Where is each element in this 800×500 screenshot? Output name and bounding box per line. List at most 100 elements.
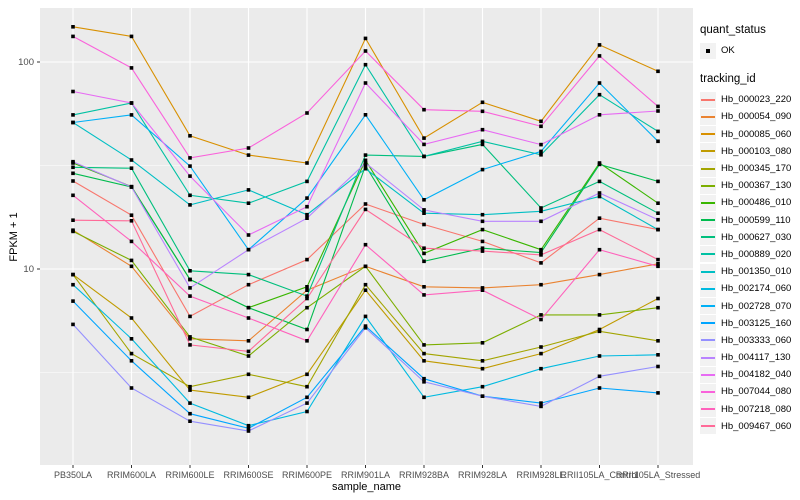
data-point	[129, 101, 134, 105]
data-point	[305, 161, 309, 165]
legend-entry-Hb_001350_010: Hb_001350_010	[700, 263, 800, 280]
data-point	[363, 158, 368, 163]
legend-line-swatch	[701, 184, 715, 187]
x-tick-label: RRIM928BA	[399, 470, 449, 480]
legend-key-box	[700, 229, 716, 246]
data-point	[188, 174, 192, 178]
data-point	[71, 89, 75, 94]
x-tick-label: RRIM600LE	[165, 470, 214, 480]
data-point	[188, 337, 192, 341]
x-tick-label: RRIM600LA	[107, 470, 156, 480]
legend-line-swatch	[701, 133, 715, 136]
legend-line-swatch	[701, 408, 715, 411]
data-point	[71, 171, 75, 176]
data-point	[597, 374, 602, 379]
data-point	[597, 191, 602, 195]
data-point	[480, 359, 485, 363]
x-tick-label: RRIM901LA	[341, 470, 390, 480]
legend-key-box	[700, 246, 716, 263]
data-point	[363, 242, 368, 247]
data-point	[422, 251, 426, 256]
legend-entry-label: Hb_000345_170	[721, 163, 792, 175]
legend-key-box	[700, 143, 716, 160]
legend-entry-Hb_002174_060: Hb_002174_060	[700, 280, 800, 297]
legend-key-box	[700, 280, 716, 297]
data-point	[539, 253, 543, 257]
legend-entry-Hb_007044_080: Hb_007044_080	[700, 383, 800, 400]
data-point	[363, 166, 368, 171]
data-point	[129, 219, 134, 223]
data-point	[480, 384, 485, 389]
data-point	[188, 401, 192, 405]
data-point	[480, 249, 485, 253]
legend-entry-label: Hb_000889_020	[721, 248, 792, 260]
data-point	[246, 201, 251, 205]
data-point	[188, 343, 192, 347]
data-point	[422, 154, 426, 159]
data-point	[305, 305, 309, 310]
data-point	[305, 327, 309, 332]
data-point	[597, 54, 602, 58]
legend-entry-Hb_000023_220: Hb_000023_220	[700, 91, 800, 108]
data-point	[656, 296, 660, 301]
data-point	[480, 239, 485, 244]
legend-entry-Hb_007218_080: Hb_007218_080	[700, 401, 800, 418]
point-icon	[706, 48, 710, 53]
data-point	[305, 384, 309, 389]
data-point	[597, 81, 602, 85]
legend-entry-label: Hb_002174_060	[721, 283, 792, 295]
data-point	[363, 202, 368, 206]
data-point	[363, 153, 368, 157]
data-point	[188, 419, 192, 423]
data-point	[305, 401, 309, 405]
data-point	[422, 259, 426, 264]
legend-key-box	[700, 212, 716, 229]
data-point	[656, 109, 660, 113]
data-point	[597, 386, 602, 390]
data-point	[539, 142, 543, 147]
data-point	[129, 34, 134, 39]
data-point	[656, 227, 660, 232]
y-axis-title: FPKM + 1	[8, 212, 20, 262]
data-point	[71, 299, 75, 303]
data-point	[129, 158, 134, 162]
data-point	[246, 247, 251, 252]
data-point	[656, 262, 660, 266]
data-point	[129, 359, 134, 363]
data-point	[597, 272, 602, 277]
data-point	[71, 25, 75, 29]
legend-entry-Hb_004117_130: Hb_004117_130	[700, 349, 800, 366]
legend-entry-Hb_003333_060: Hb_003333_060	[700, 332, 800, 349]
data-point	[71, 322, 75, 327]
data-point	[305, 179, 309, 184]
legend-key-box	[700, 194, 716, 211]
data-point	[656, 353, 660, 357]
legend-entry-Hb_009467_060: Hb_009467_060	[700, 418, 800, 435]
data-point	[480, 341, 485, 345]
data-point	[656, 201, 660, 205]
legend-key-box	[700, 349, 716, 366]
data-point	[422, 380, 426, 384]
data-point	[656, 217, 660, 222]
data-point	[597, 313, 602, 317]
data-point	[422, 222, 426, 227]
data-point	[363, 264, 368, 269]
legend-entry-label: Hb_003333_060	[721, 334, 792, 346]
x-tick-label: RRII105LA_Stressed	[616, 470, 701, 480]
data-point	[597, 227, 602, 232]
legend-title-tracking-id: tracking_id	[700, 73, 756, 86]
legend: quant_status OK tracking_id Hb_000023_22…	[700, 24, 800, 435]
data-point	[305, 204, 309, 209]
data-point	[188, 193, 192, 198]
legend-line-swatch	[701, 219, 715, 222]
legend-entry-Hb_000345_170: Hb_000345_170	[700, 160, 800, 177]
data-point	[597, 247, 602, 252]
data-point	[656, 69, 660, 74]
data-point	[246, 429, 251, 433]
data-point	[71, 113, 75, 117]
data-point	[539, 153, 543, 157]
legend-entry-label: Hb_000599_110	[721, 214, 791, 226]
legend-entry-label: Hb_000486_010	[721, 197, 792, 209]
data-point	[480, 288, 485, 292]
